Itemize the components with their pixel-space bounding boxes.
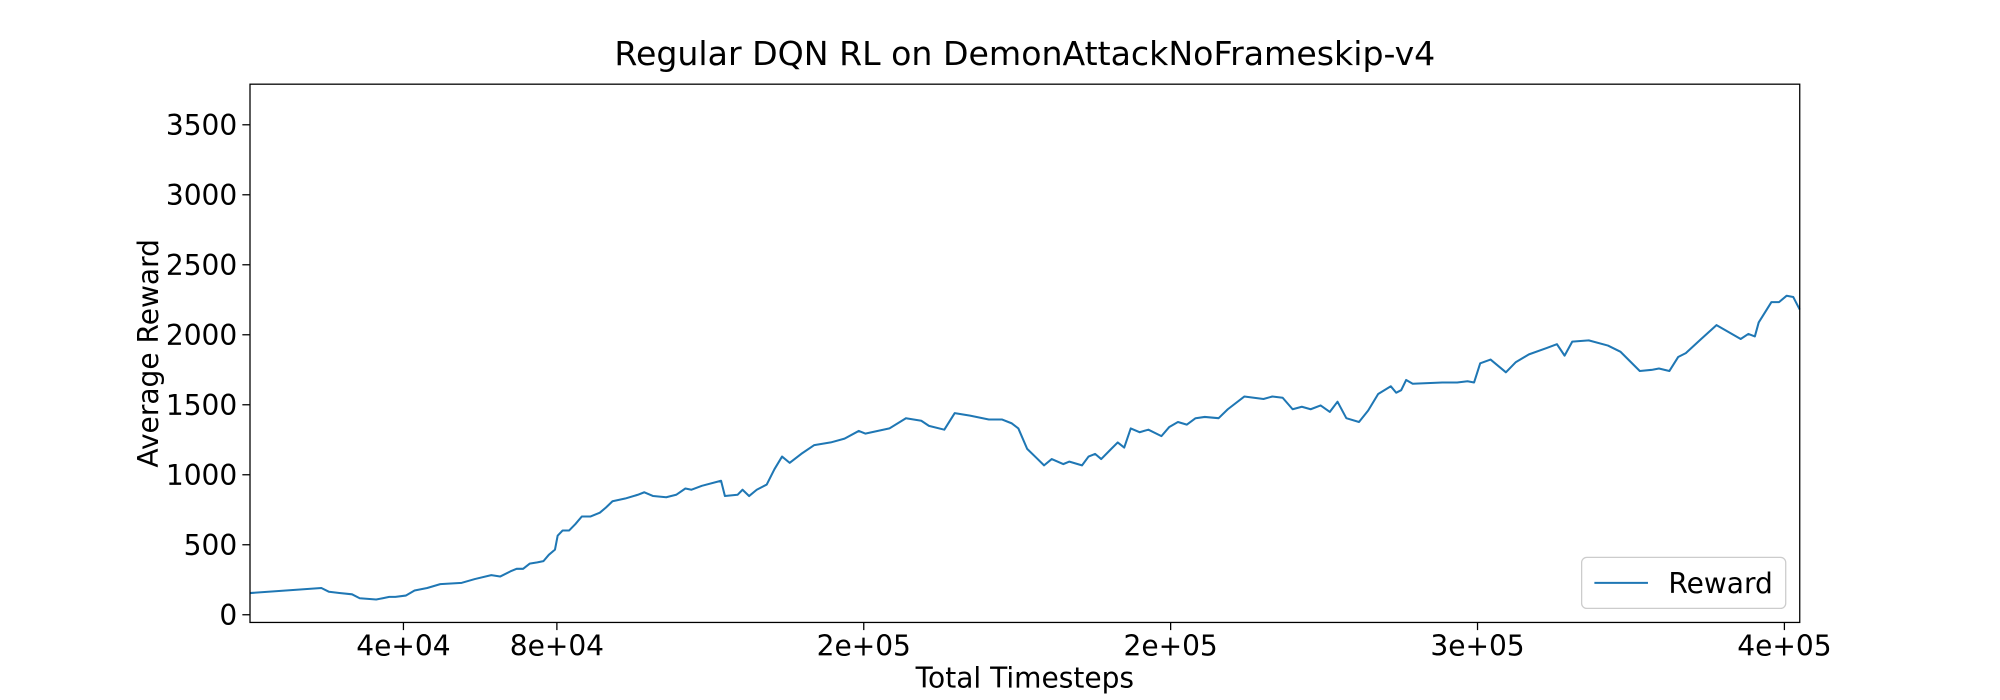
line-series: [249, 294, 1801, 601]
y-tick-label: 500: [184, 529, 238, 562]
x-tick-label: 4e+05: [1737, 630, 1831, 663]
y-axis-label: Average Reward: [132, 239, 165, 468]
x-tick-label: 4e+04: [356, 630, 450, 663]
plot-frame: [249, 83, 1801, 624]
y-tick-label: 2000: [166, 319, 237, 352]
y-tick-label: 1500: [166, 389, 237, 422]
y-tick-label: 3500: [166, 109, 237, 142]
x-tick-label: 8e+04: [510, 630, 604, 663]
legend-label: Reward: [1668, 567, 1772, 600]
y-tick-label: 2500: [166, 249, 237, 282]
x-tick-label: 2e+05: [1123, 630, 1217, 663]
legend-box: [1580, 556, 1787, 610]
x-tick-label: 3e+05: [1430, 630, 1524, 663]
x-tick-label: 2e+05: [817, 630, 911, 663]
x-axis-label: Total Timesteps: [915, 661, 1134, 694]
y-tick-label: 1000: [166, 459, 237, 492]
y-tick-label: 0: [219, 599, 237, 632]
y-tick-label: 3000: [166, 179, 237, 212]
chart-title: Regular DQN RL on DemonAttackNoFrameskip…: [614, 34, 1435, 73]
